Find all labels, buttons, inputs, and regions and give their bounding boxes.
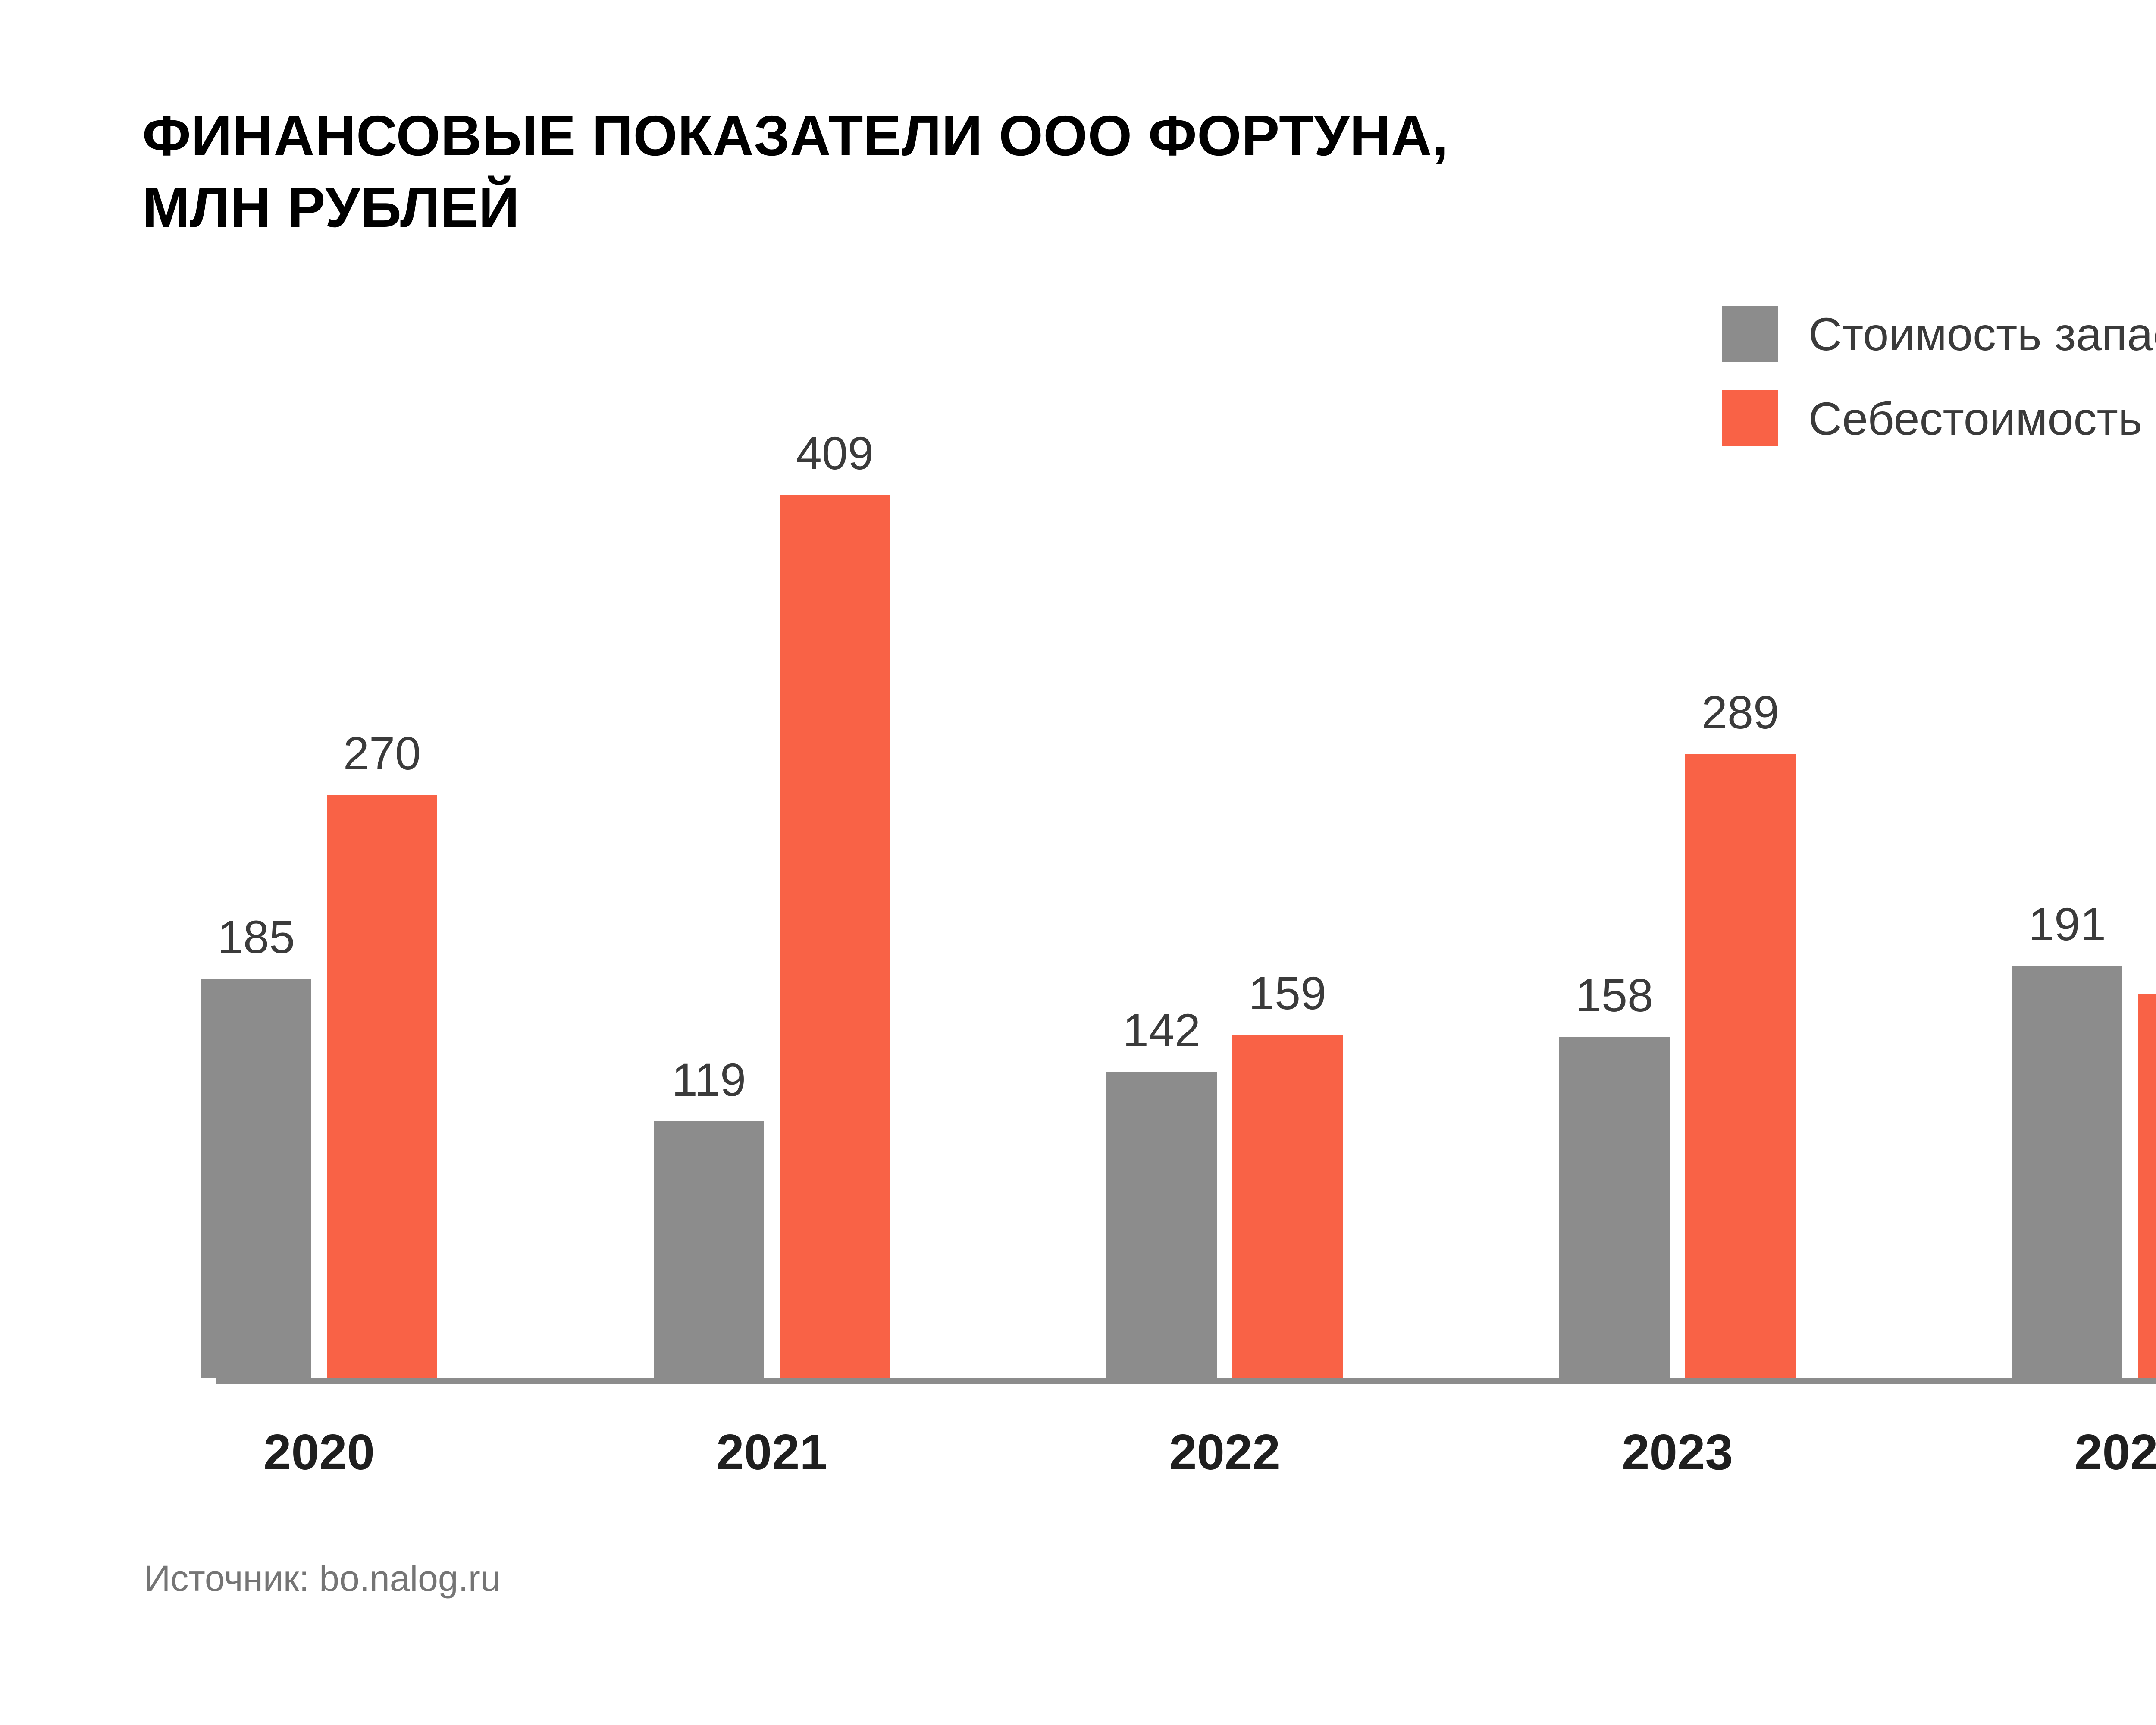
legend-item-inventory[interactable]: Стоимость запасов xyxy=(1722,305,2156,362)
chart-legend: Стоимость запасов Себестоимость продаж xyxy=(1722,305,2156,474)
bar-cogs[interactable]: 178 xyxy=(2138,926,2156,1378)
bar-value-label: 119 xyxy=(671,1053,746,1106)
legend-label-inventory: Стоимость запасов xyxy=(1808,307,2156,360)
legend-label-cogs: Себестоимость продаж xyxy=(1808,392,2156,445)
bar-inventory[interactable]: 142 xyxy=(1106,1004,1217,1378)
bar-value-label: 191 xyxy=(2028,898,2106,950)
bar-value-label: 185 xyxy=(217,911,295,963)
legend-item-cogs[interactable]: Себестоимость продаж xyxy=(1722,390,2156,447)
x-axis-tick-2023: 2023 xyxy=(1621,1424,1733,1480)
bar-inventory[interactable]: 119 xyxy=(654,1054,764,1378)
bar-inventory[interactable]: 158 xyxy=(1559,969,1670,1378)
x-axis-tick-2021: 2021 xyxy=(716,1424,828,1480)
bar-cogs[interactable]: 270 xyxy=(327,727,437,1378)
legend-swatch-cogs xyxy=(1722,390,1778,446)
bar-value-label: 270 xyxy=(343,727,421,780)
bar-inventory[interactable]: 185 xyxy=(201,911,311,1378)
bar-inventory[interactable]: 191 xyxy=(2012,898,2122,1378)
bar-cogs[interactable]: 409 xyxy=(780,427,890,1378)
bar-value-label: 409 xyxy=(796,427,874,479)
source-note: Источник: bo.nalog.ru xyxy=(144,1558,501,1599)
x-axis-tick-2024: 2024 xyxy=(2074,1424,2156,1480)
bar-value-label: 142 xyxy=(1122,1004,1201,1056)
bar-cogs[interactable]: 159 xyxy=(1232,967,1343,1378)
bar-value-label: 158 xyxy=(1575,969,1654,1022)
x-axis-line xyxy=(216,1378,2156,1384)
bar-cogs[interactable]: 289 xyxy=(1685,686,1796,1378)
x-axis-tick-2022: 2022 xyxy=(1169,1424,1281,1480)
bar-value-label: 178 xyxy=(2154,925,2156,979)
bar-value-label: 159 xyxy=(1248,967,1327,1019)
page-title: ФИНАНСОВЫЕ ПОКАЗАТЕЛИ ООО ФОРТУНА, МЛН Р… xyxy=(142,104,1448,239)
legend-swatch-inventory xyxy=(1722,306,1778,362)
x-axis-tick-2020: 2020 xyxy=(263,1424,375,1480)
bar-value-label: 289 xyxy=(1701,686,1780,739)
